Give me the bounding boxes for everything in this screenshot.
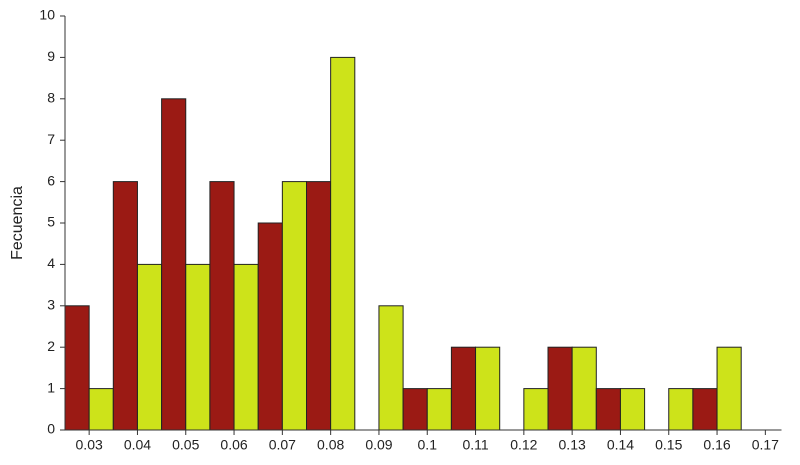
y-tick-label: 5 [47,214,55,230]
bar [112,181,138,431]
bar [595,388,621,431]
y-tick-label: 10 [39,7,55,23]
x-tick-label: 0.15 [655,437,682,453]
y-tick-label: 8 [47,90,55,106]
bar [281,181,308,431]
x-tick-label: 0.03 [76,437,103,453]
x-tick-label: 0.14 [607,437,634,453]
bar [571,346,597,431]
bar [306,181,332,431]
bar [257,222,283,431]
bar [64,305,90,431]
x-tick-label: 0.09 [365,437,392,453]
bar [547,346,573,431]
bar [475,346,501,431]
bar [378,305,404,431]
y-axis-label: Fecuencia [9,186,26,260]
bar [136,263,163,431]
x-tick-label: 0.11 [462,437,488,453]
bar [402,388,428,431]
bar [88,388,114,431]
x-tick-label: 0.16 [703,437,730,453]
bar [330,56,356,431]
y-tick-label: 2 [47,338,55,354]
y-tick-label: 1 [47,379,55,395]
bar [185,263,211,431]
bar [692,388,718,431]
y-tick-label: 0 [47,421,55,437]
y-tick-label: 7 [47,131,55,147]
bar [619,388,646,431]
x-tick-label: 0.07 [269,437,296,453]
x-tick-label: 0.05 [172,437,199,453]
x-tick-label: 0.04 [124,437,151,453]
y-tick-label: 4 [47,255,55,271]
bar [450,346,477,431]
bar [209,181,235,431]
x-tick-label: 0.13 [559,437,586,453]
y-tick-label: 3 [47,297,55,313]
x-tick-label: 0.06 [220,437,247,453]
bar [161,98,187,431]
y-tick-label: 9 [47,48,55,64]
bar [426,388,452,431]
x-tick-label: 0.08 [317,437,344,453]
x-tick-label: 0.1 [418,437,438,453]
bar [233,263,259,431]
x-tick-label: 0.12 [510,437,537,453]
bar [523,388,549,431]
y-tick-label: 6 [47,172,55,188]
bar [716,346,742,431]
x-tick-label: 0.17 [752,437,779,453]
bar [668,388,694,431]
